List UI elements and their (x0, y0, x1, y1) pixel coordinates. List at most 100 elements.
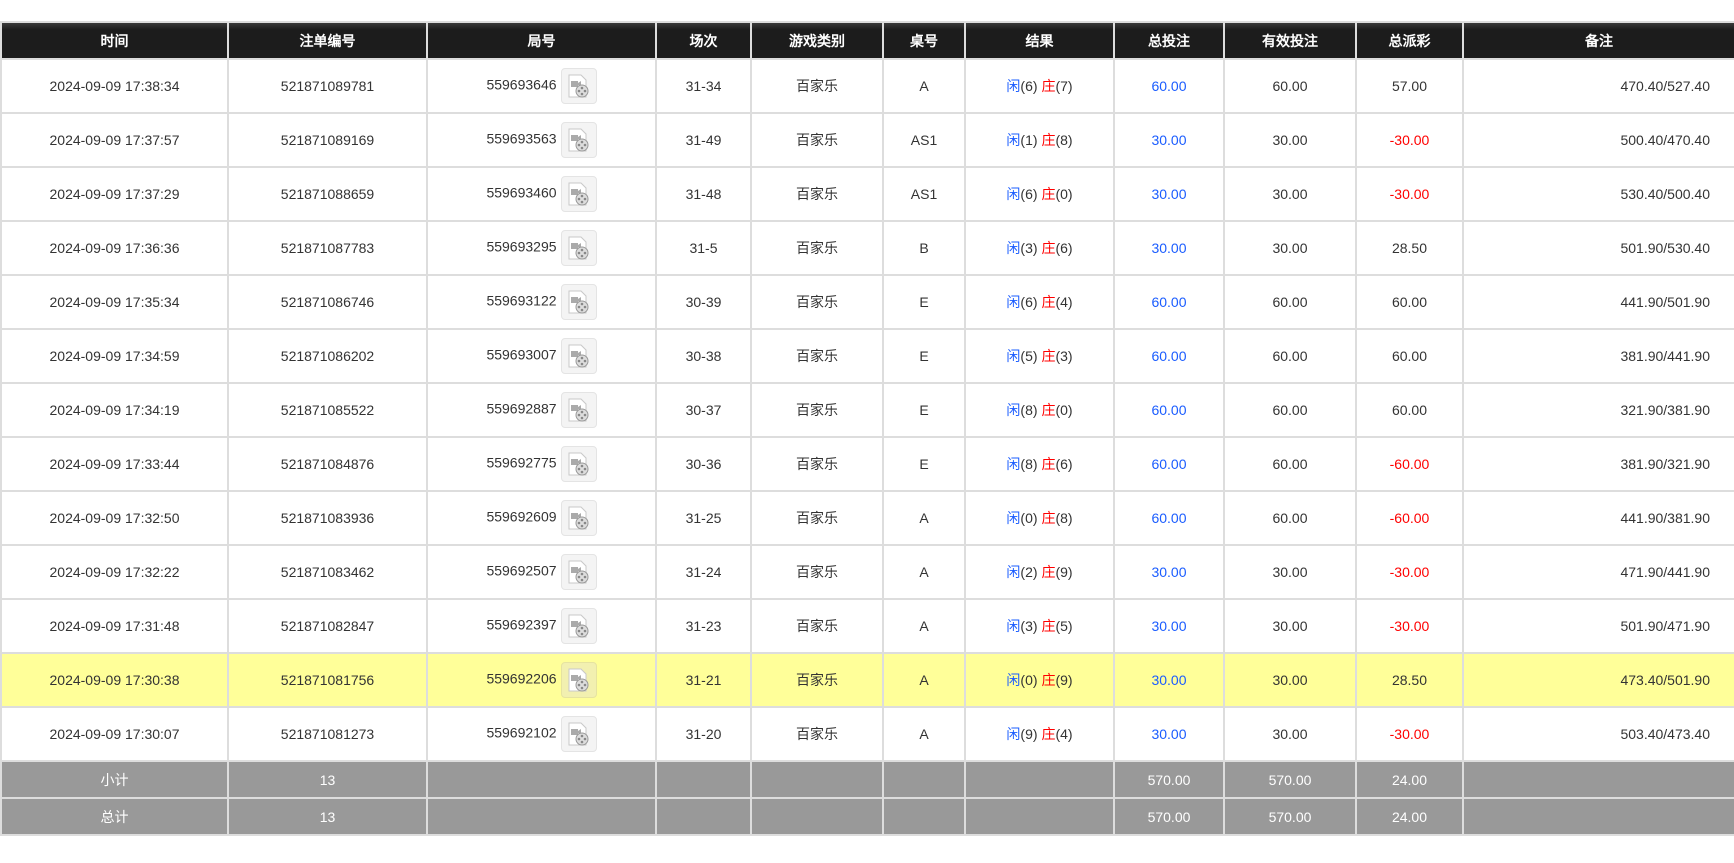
video-replay-icon[interactable] (560, 284, 597, 320)
table-row[interactable]: 2024-09-09 17:35:34 521871086746 559693122… (0, 274, 1734, 330)
table-row[interactable]: 2024-09-09 17:32:50 521871083936 559692609… (0, 490, 1734, 546)
cell-total-bet: 30.00 (1113, 598, 1225, 654)
player-score: (0) (1020, 510, 1038, 526)
cell-time: 2024-09-09 17:36:36 (0, 220, 229, 276)
video-replay-icon[interactable] (560, 122, 597, 158)
cell-remark: 441.90/501.90 (1462, 274, 1734, 330)
cell-bet-id: 521871086202 (227, 328, 428, 384)
banker-label: 庄 (1041, 78, 1056, 94)
cell-result: 闲(0) 庄(8) (964, 490, 1115, 546)
cell-time: 2024-09-09 17:35:34 (0, 274, 229, 330)
cell-round: 559693646 (426, 58, 657, 114)
table-row[interactable]: 2024-09-09 17:33:44 521871084876 559692775… (0, 436, 1734, 492)
table-row[interactable]: 2024-09-09 17:31:48 521871082847 559692397… (0, 598, 1734, 654)
header-total-bet: 总投注 (1113, 21, 1225, 60)
cell-table-number: A (882, 652, 966, 708)
cell-result: 闲(2) 庄(9) (964, 544, 1115, 600)
cell-remark: 441.90/381.90 (1462, 490, 1734, 546)
cell-table-number: E (882, 382, 966, 438)
cell-total-bet: 30.00 (1113, 220, 1225, 276)
banker-label: 庄 (1041, 564, 1056, 580)
summary-empty (1462, 760, 1734, 799)
round-number: 559692887 (486, 400, 557, 417)
cell-total-bet: 30.00 (1113, 706, 1225, 762)
video-replay-icon[interactable] (560, 392, 597, 428)
cell-game-type: 百家乐 (750, 58, 884, 114)
video-replay-icon[interactable] (560, 446, 597, 482)
video-replay-icon[interactable] (560, 230, 597, 266)
banker-score: (0) (1055, 402, 1073, 418)
cell-valid-bet: 30.00 (1223, 166, 1357, 222)
cell-table-number: A (882, 544, 966, 600)
cell-shoe: 31-24 (655, 544, 752, 600)
cell-total-payout: -60.00 (1355, 436, 1464, 492)
cell-shoe: 31-5 (655, 220, 752, 276)
cell-time: 2024-09-09 17:31:48 (0, 598, 229, 654)
video-replay-icon[interactable] (560, 554, 597, 590)
table-row[interactable]: 2024-09-09 17:38:34 521871089781 559693646… (0, 58, 1734, 114)
cell-time: 2024-09-09 17:34:19 (0, 382, 229, 438)
table-row[interactable]: 2024-09-09 17:30:07 521871081273 559692102… (0, 706, 1734, 762)
cell-total-payout: 60.00 (1355, 382, 1464, 438)
table-row[interactable]: 2024-09-09 17:34:59 521871086202 559693007… (0, 328, 1734, 384)
player-label: 闲 (1006, 510, 1021, 526)
cell-game-type: 百家乐 (750, 328, 884, 384)
cell-valid-bet: 60.00 (1223, 382, 1357, 438)
cell-total-payout: -30.00 (1355, 544, 1464, 600)
cell-result: 闲(1) 庄(8) (964, 112, 1115, 168)
cell-result: 闲(0) 庄(9) (964, 652, 1115, 708)
table-row[interactable]: 2024-09-09 17:34:19 521871085522 559692887… (0, 382, 1734, 438)
banker-score: (8) (1055, 132, 1073, 148)
banker-label: 庄 (1041, 240, 1056, 256)
video-replay-icon[interactable] (560, 176, 597, 212)
cell-remark: 381.90/321.90 (1462, 436, 1734, 492)
header-bet-id: 注单编号 (227, 21, 428, 60)
cell-table-number: E (882, 436, 966, 492)
cell-round: 559693007 (426, 328, 657, 384)
player-score: (6) (1020, 294, 1038, 310)
video-replay-icon[interactable] (560, 608, 597, 644)
banker-label: 庄 (1041, 672, 1056, 688)
cell-bet-id: 521871084876 (227, 436, 428, 492)
cell-result: 闲(3) 庄(5) (964, 598, 1115, 654)
cell-remark: 501.90/530.40 (1462, 220, 1734, 276)
round-number: 559692609 (486, 508, 557, 525)
cell-valid-bet: 60.00 (1223, 328, 1357, 384)
banker-score: (9) (1055, 672, 1073, 688)
cell-valid-bet: 60.00 (1223, 490, 1357, 546)
cell-valid-bet: 30.00 (1223, 112, 1357, 168)
summary-empty (655, 797, 752, 836)
cell-valid-bet: 30.00 (1223, 544, 1357, 600)
cell-table-number: A (882, 58, 966, 114)
cell-total-bet: 60.00 (1113, 328, 1225, 384)
player-label: 闲 (1006, 78, 1021, 94)
table-row[interactable]: 2024-09-09 17:32:22 521871083462 559692507… (0, 544, 1734, 600)
video-replay-icon[interactable] (560, 338, 597, 374)
player-score: (6) (1020, 186, 1038, 202)
banker-label: 庄 (1041, 402, 1056, 418)
cell-game-type: 百家乐 (750, 544, 884, 600)
table-row[interactable]: 2024-09-09 17:36:36 521871087783 559693295… (0, 220, 1734, 276)
round-number: 559692775 (486, 454, 557, 471)
table-row[interactable]: 2024-09-09 17:37:57 521871089169 559693563… (0, 112, 1734, 168)
header-result: 结果 (964, 21, 1115, 60)
cell-shoe: 31-23 (655, 598, 752, 654)
cell-table-number: E (882, 328, 966, 384)
video-replay-icon[interactable] (560, 716, 597, 752)
cell-table-number: A (882, 490, 966, 546)
cell-result: 闲(9) 庄(4) (964, 706, 1115, 762)
video-replay-icon[interactable] (560, 662, 597, 698)
table-row[interactable]: 2024-09-09 17:30:38 521871081756 559692206… (0, 652, 1734, 708)
video-replay-icon[interactable] (560, 68, 597, 104)
cell-result: 闲(8) 庄(6) (964, 436, 1115, 492)
cell-result: 闲(3) 庄(6) (964, 220, 1115, 276)
cell-total-bet: 60.00 (1113, 436, 1225, 492)
player-score: (8) (1020, 456, 1038, 472)
cell-bet-id: 521871089781 (227, 58, 428, 114)
cell-remark: 470.40/527.40 (1462, 58, 1734, 114)
cell-result: 闲(6) 庄(0) (964, 166, 1115, 222)
round-number: 559692507 (486, 562, 557, 579)
video-replay-icon[interactable] (560, 500, 597, 536)
banker-label: 庄 (1041, 726, 1056, 742)
table-row[interactable]: 2024-09-09 17:37:29 521871088659 559693460… (0, 166, 1734, 222)
